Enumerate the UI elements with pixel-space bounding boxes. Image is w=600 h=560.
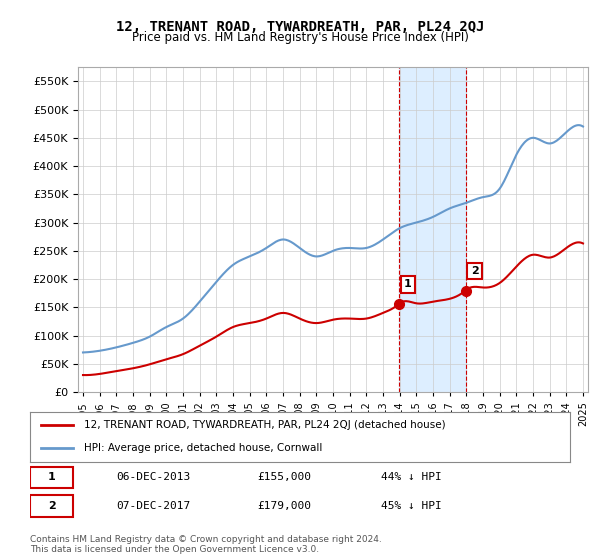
Text: Contains HM Land Registry data © Crown copyright and database right 2024.
This d: Contains HM Land Registry data © Crown c…	[30, 535, 382, 554]
Text: HPI: Average price, detached house, Cornwall: HPI: Average price, detached house, Corn…	[84, 444, 322, 454]
Text: 44% ↓ HPI: 44% ↓ HPI	[381, 473, 442, 483]
Text: 06-DEC-2013: 06-DEC-2013	[116, 473, 191, 483]
Text: 12, TRENANT ROAD, TYWARDREATH, PAR, PL24 2QJ: 12, TRENANT ROAD, TYWARDREATH, PAR, PL24…	[116, 20, 484, 34]
Text: 12, TRENANT ROAD, TYWARDREATH, PAR, PL24 2QJ (detached house): 12, TRENANT ROAD, TYWARDREATH, PAR, PL24…	[84, 420, 446, 430]
Text: 45% ↓ HPI: 45% ↓ HPI	[381, 501, 442, 511]
Text: 07-DEC-2017: 07-DEC-2017	[116, 501, 191, 511]
FancyBboxPatch shape	[30, 496, 73, 517]
Text: £155,000: £155,000	[257, 473, 311, 483]
Bar	[399, 67, 466, 392]
Text: 2: 2	[470, 266, 478, 276]
Text: £179,000: £179,000	[257, 501, 311, 511]
Text: 1: 1	[404, 279, 412, 290]
Text: Price paid vs. HM Land Registry's House Price Index (HPI): Price paid vs. HM Land Registry's House …	[131, 31, 469, 44]
Text: 1: 1	[48, 473, 55, 483]
Text: 2: 2	[48, 501, 55, 511]
FancyBboxPatch shape	[30, 466, 73, 488]
